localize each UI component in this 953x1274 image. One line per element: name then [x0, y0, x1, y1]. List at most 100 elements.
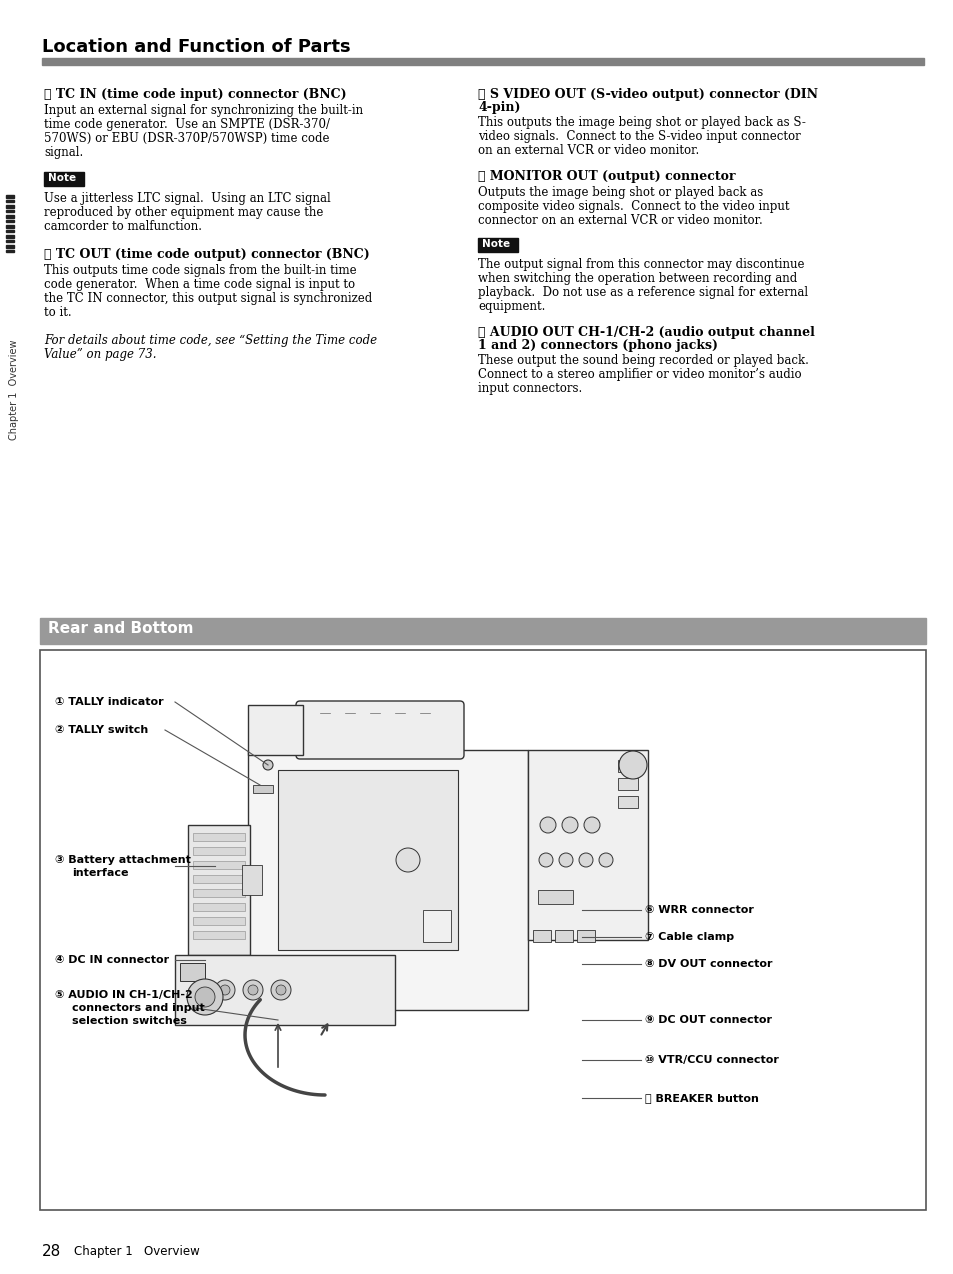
- Circle shape: [538, 854, 553, 868]
- Text: ① TALLY indicator: ① TALLY indicator: [55, 697, 164, 707]
- Text: camcorder to malfunction.: camcorder to malfunction.: [44, 220, 202, 233]
- Text: This outputs time code signals from the built-in time: This outputs time code signals from the …: [44, 264, 356, 276]
- Text: ⑥ WRR connector: ⑥ WRR connector: [644, 905, 753, 915]
- Bar: [193, 917, 245, 925]
- Text: ❊ S VIDEO OUT (S-video output) connector (DIN: ❊ S VIDEO OUT (S-video output) connector…: [477, 88, 817, 101]
- Text: signal.: signal.: [44, 147, 83, 159]
- Text: Outputs the image being shot or played back as: Outputs the image being shot or played b…: [477, 186, 762, 199]
- Text: video signals.  Connect to the S-video input connector: video signals. Connect to the S-video in…: [477, 130, 800, 143]
- Text: ⑦ Cable clamp: ⑦ Cable clamp: [644, 933, 734, 941]
- Text: Chapter 1  Overview: Chapter 1 Overview: [9, 340, 19, 441]
- Bar: [6, 220, 14, 222]
- Bar: [193, 931, 245, 939]
- Circle shape: [539, 817, 556, 833]
- Bar: [174, 956, 395, 1026]
- Text: 4-pin): 4-pin): [477, 101, 520, 113]
- Bar: [422, 910, 451, 941]
- Bar: [193, 875, 245, 883]
- Text: on an external VCR or video monitor.: on an external VCR or video monitor.: [477, 144, 699, 157]
- Bar: [618, 761, 638, 772]
- Text: For details about time code, see “Setting the Time code: For details about time code, see “Settin…: [44, 334, 376, 347]
- Circle shape: [395, 848, 419, 871]
- Bar: [248, 705, 303, 755]
- Bar: [6, 205, 14, 208]
- Circle shape: [263, 761, 273, 769]
- Circle shape: [598, 854, 613, 868]
- Bar: [193, 833, 245, 841]
- Circle shape: [194, 987, 214, 1006]
- Bar: [188, 826, 250, 956]
- Bar: [6, 250, 14, 251]
- Text: connectors and input: connectors and input: [71, 1003, 205, 1013]
- Text: ③ Battery attachment: ③ Battery attachment: [55, 855, 191, 865]
- Bar: [537, 891, 573, 905]
- Bar: [6, 195, 14, 197]
- Text: ❋ MONITOR OUT (output) connector: ❋ MONITOR OUT (output) connector: [477, 169, 735, 183]
- Text: These output the sound being recorded or played back.: These output the sound being recorded or…: [477, 354, 808, 367]
- Text: ❈ TC IN (time code input) connector (BNC): ❈ TC IN (time code input) connector (BNC…: [44, 88, 346, 101]
- Bar: [527, 750, 647, 940]
- Circle shape: [561, 817, 578, 833]
- Bar: [242, 865, 262, 896]
- Circle shape: [243, 980, 263, 1000]
- Bar: [193, 903, 245, 911]
- Circle shape: [271, 980, 291, 1000]
- Bar: [577, 930, 595, 941]
- Bar: [6, 234, 14, 238]
- Bar: [277, 769, 457, 950]
- Text: 1 and 2) connectors (phono jacks): 1 and 2) connectors (phono jacks): [477, 339, 718, 352]
- Text: connector on an external VCR or video monitor.: connector on an external VCR or video mo…: [477, 214, 762, 227]
- Text: equipment.: equipment.: [477, 299, 545, 313]
- Text: ⑩ VTR/CCU connector: ⑩ VTR/CCU connector: [644, 1055, 778, 1065]
- Bar: [477, 238, 517, 252]
- Circle shape: [220, 985, 230, 995]
- Bar: [42, 59, 923, 65]
- Circle shape: [275, 985, 286, 995]
- Bar: [193, 861, 245, 869]
- Text: Value” on page 73.: Value” on page 73.: [44, 348, 156, 361]
- Bar: [6, 225, 14, 228]
- Circle shape: [578, 854, 593, 868]
- Text: the TC IN connector, this output signal is synchronized: the TC IN connector, this output signal …: [44, 292, 372, 304]
- Bar: [40, 618, 925, 643]
- Circle shape: [187, 978, 223, 1015]
- Text: reproduced by other equipment may cause the: reproduced by other equipment may cause …: [44, 206, 323, 219]
- Bar: [193, 847, 245, 855]
- Text: when switching the operation between recording and: when switching the operation between rec…: [477, 273, 797, 285]
- Text: Chapter 1   Overview: Chapter 1 Overview: [74, 1246, 199, 1259]
- Text: ⑧ DV OUT connector: ⑧ DV OUT connector: [644, 959, 772, 970]
- Text: Use a jitterless LTC signal.  Using an LTC signal: Use a jitterless LTC signal. Using an LT…: [44, 192, 331, 205]
- Text: code generator.  When a time code signal is input to: code generator. When a time code signal …: [44, 278, 355, 290]
- Bar: [618, 796, 638, 808]
- Bar: [253, 785, 273, 792]
- Text: playback.  Do not use as a reference signal for external: playback. Do not use as a reference sign…: [477, 285, 807, 299]
- Circle shape: [558, 854, 573, 868]
- Text: The output signal from this connector may discontinue: The output signal from this connector ma…: [477, 259, 803, 271]
- Text: interface: interface: [71, 868, 129, 878]
- Text: ④ DC IN connector: ④ DC IN connector: [55, 956, 169, 964]
- Text: Input an external signal for synchronizing the built-in: Input an external signal for synchronizi…: [44, 104, 363, 117]
- Text: ⑤ AUDIO IN CH-1/CH-2: ⑤ AUDIO IN CH-1/CH-2: [55, 990, 193, 1000]
- Text: Rear and Bottom: Rear and Bottom: [48, 620, 193, 636]
- Text: composite video signals.  Connect to the video input: composite video signals. Connect to the …: [477, 200, 789, 213]
- FancyBboxPatch shape: [295, 701, 463, 759]
- Text: Note: Note: [481, 240, 510, 248]
- Bar: [44, 172, 84, 186]
- Bar: [6, 210, 14, 211]
- Text: Location and Function of Parts: Location and Function of Parts: [42, 38, 351, 56]
- Text: ⑨ DC OUT connector: ⑨ DC OUT connector: [644, 1015, 771, 1026]
- Text: to it.: to it.: [44, 306, 71, 318]
- Text: ❉ TC OUT (time code output) connector (BNC): ❉ TC OUT (time code output) connector (B…: [44, 248, 370, 261]
- Circle shape: [618, 750, 646, 778]
- Bar: [6, 245, 14, 248]
- Bar: [618, 778, 638, 790]
- Text: This outputs the image being shot or played back as S-: This outputs the image being shot or pla…: [477, 116, 805, 129]
- Text: ⑪ BREAKER button: ⑪ BREAKER button: [644, 1093, 758, 1103]
- Text: Connect to a stereo amplifier or video monitor’s audio: Connect to a stereo amplifier or video m…: [477, 368, 801, 381]
- Text: ② TALLY switch: ② TALLY switch: [55, 725, 148, 735]
- Circle shape: [248, 985, 257, 995]
- Text: time code generator.  Use an SMPTE (DSR-370/: time code generator. Use an SMPTE (DSR-3…: [44, 118, 330, 131]
- Text: input connectors.: input connectors.: [477, 382, 581, 395]
- Bar: [555, 930, 573, 941]
- Text: 28: 28: [42, 1245, 61, 1260]
